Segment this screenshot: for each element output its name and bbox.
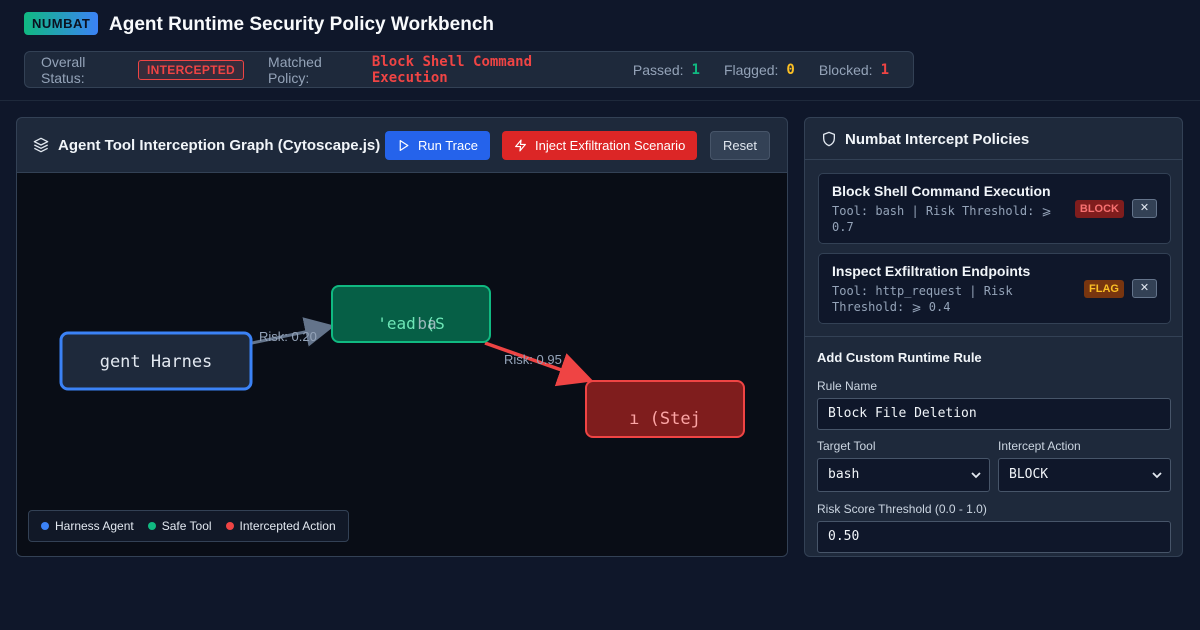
remove-policy-button[interactable]: ✕ — [1132, 279, 1157, 298]
page-title: Agent Runtime Security Policy Workbench — [109, 14, 495, 35]
policies-panel-title: Numbat Intercept Policies — [845, 131, 1030, 148]
node-read-tool[interactable] — [331, 285, 491, 343]
policy-card-block-shell: Block Shell Command Execution Tool: bash… — [818, 173, 1171, 244]
status-badge: INTERCEPTED — [138, 59, 245, 80]
node-intercepted-action[interactable] — [585, 380, 745, 438]
shield-icon — [821, 131, 837, 152]
intercept-action-label: Intercept Action — [998, 439, 1081, 453]
legend-label-safe: Safe Tool — [161, 519, 212, 533]
edge-read-step[interactable] — [484, 341, 594, 387]
policy-name: Block Shell Command Execution — [832, 183, 1051, 199]
overall-status-label: Overall Status: — [41, 53, 86, 86]
target-tool-label: Target Tool — [817, 439, 876, 453]
policy-name: Inspect Exfiltration Endpoints — [832, 263, 1031, 279]
policy-action-badge: BLOCK — [1074, 200, 1124, 218]
matched-policy-label: Matched Policy: — [268, 53, 322, 86]
legend-dot-safe — [147, 522, 156, 530]
add-rule-form: Add Custom Runtime Rule Rule Name Block … — [805, 336, 1182, 556]
legend-dot-agent — [41, 522, 49, 530]
passed-count: 1 — [691, 61, 700, 78]
play-icon — [399, 140, 409, 151]
layers-icon — [33, 137, 49, 158]
legend-item-agent: Harness Agent — [41, 519, 134, 533]
remove-policy-button[interactable]: ✕ — [1132, 199, 1157, 218]
policy-action-badge: FLAG — [1084, 280, 1124, 298]
lightning-icon — [515, 139, 526, 152]
legend-item-intercepted: Intercepted Action — [225, 519, 336, 533]
legend-dot-intercepted — [225, 522, 234, 530]
run-trace-label: Run Trace — [418, 138, 478, 153]
node-agent-label: gent Harnes — [100, 352, 213, 372]
graph-legend: Harness Agent Safe Tool Intercepted Acti… — [28, 510, 349, 542]
matched-policy-value: Block Shell Command Execution — [371, 53, 533, 86]
add-rule-form-title: Add Custom Runtime Rule — [817, 350, 982, 365]
intercept-action-select[interactable]: BLOCK — [998, 458, 1171, 492]
flagged-count: 0 — [786, 61, 795, 78]
node-read-label: 'ead (S — [377, 314, 444, 333]
risk-threshold-label: Risk Score Threshold (0.0 - 1.0) — [817, 502, 987, 516]
blocked-label: Blocked: — [818, 61, 873, 78]
target-tool-select[interactable]: bash — [817, 458, 990, 492]
policies-panel: Numbat Intercept Policies Block Shell Co… — [804, 117, 1183, 557]
policy-card-inspect-exfiltration: Inspect Exfiltration Endpoints Tool: htt… — [818, 253, 1171, 324]
edge-read-step-label: Risk: 0.95 — [504, 352, 562, 367]
app-header: NUMBAT Agent Runtime Security Policy Wor… — [0, 0, 1200, 101]
node-step-label: ı (Stej — [629, 409, 701, 429]
graph-panel-header: Agent Tool Interception Graph (Cytoscape… — [17, 118, 787, 173]
inject-exfiltration-button[interactable]: Inject Exfiltration Scenario — [502, 131, 698, 160]
status-bar: Overall Status: INTERCEPTED Matched Poli… — [24, 51, 914, 88]
policies-panel-header: Numbat Intercept Policies — [805, 118, 1182, 160]
chevron-down-icon — [1152, 472, 1162, 479]
intercept-action-value: BLOCK — [1009, 467, 1049, 482]
legend-item-safe: Safe Tool — [147, 519, 212, 533]
brand-badge: NUMBAT — [24, 12, 99, 35]
blocked-count: 1 — [880, 61, 889, 78]
target-tool-value: bash — [828, 467, 860, 482]
graph-panel: Agent Tool Interception Graph (Cytoscape… — [16, 117, 788, 557]
policy-description: Tool: bash | Risk Threshold: ⩾ 0.7 — [832, 204, 1052, 234]
passed-label: Passed: — [632, 61, 684, 78]
inject-exfiltration-label: Inject Exfiltration Scenario — [535, 138, 686, 153]
rule-name-label: Rule Name — [817, 379, 878, 393]
risk-threshold-input[interactable]: 0.50 — [817, 521, 1171, 553]
policy-description: Tool: http_request | Risk Threshold: ⩾ 0… — [832, 284, 1013, 314]
reset-button[interactable]: Reset — [710, 131, 770, 160]
node-read-overlap-label: ba — [417, 314, 436, 333]
graph-svg: gent Harnes 'ead (S ba ı (Stej Risk: 0.2… — [59, 285, 745, 438]
run-trace-button[interactable]: Run Trace — [385, 131, 490, 160]
legend-label-agent: Harness Agent — [55, 519, 134, 533]
edge-agent-read[interactable] — [251, 317, 335, 347]
legend-label-intercepted: Intercepted Action — [239, 519, 336, 533]
rule-name-input[interactable]: Block File Deletion — [817, 398, 1171, 430]
node-agent-harness[interactable] — [59, 331, 253, 391]
flagged-label: Flagged: — [723, 61, 779, 78]
edge-agent-read-label: Risk: 0.20 — [259, 329, 317, 344]
graph-canvas[interactable]: gent Harnes 'ead (S ba ı (Stej Risk: 0.2… — [17, 173, 787, 556]
chevron-down-icon — [971, 472, 981, 479]
graph-panel-title: Agent Tool Interception Graph (Cytoscape… — [58, 137, 381, 154]
